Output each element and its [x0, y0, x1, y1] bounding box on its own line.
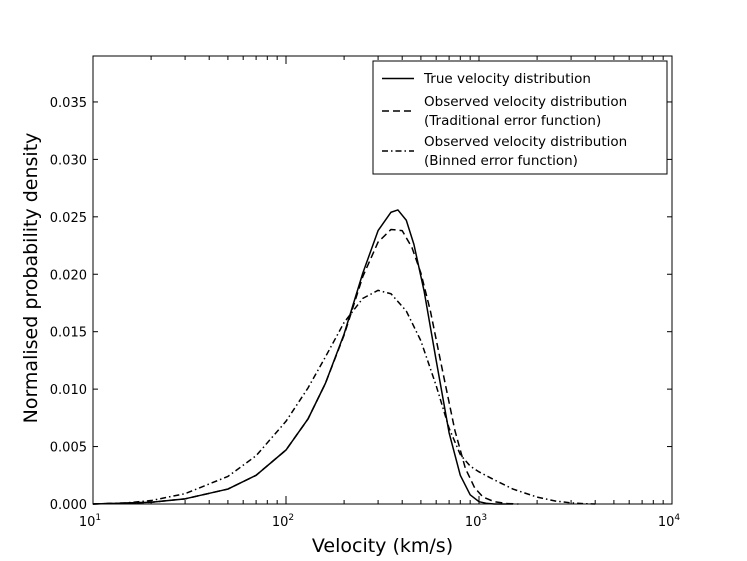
x-tick-label: 103 — [465, 513, 487, 530]
axes-frame — [92, 55, 673, 505]
x-tick-base: 10 — [272, 515, 289, 530]
legend: True velocity distribution Observed veloc… — [372, 60, 668, 175]
x-tick-exponent: 3 — [481, 513, 487, 523]
y-tick-label: 0.015 — [50, 326, 87, 341]
series-line-3 — [92, 289, 596, 505]
x-axis-label: Velocity (km/s) — [312, 535, 453, 557]
series-layer — [92, 209, 596, 505]
y-tick-label: 0.005 — [50, 441, 87, 456]
x-tick-base: 10 — [465, 515, 482, 530]
y-tick-label: 0.035 — [50, 96, 87, 111]
x-tick-label: 101 — [79, 513, 101, 530]
legend-label: (Binned error function) — [424, 153, 578, 169]
legend-label: Observed velocity distribution — [424, 94, 627, 110]
y-tick-label: 0.020 — [50, 268, 87, 283]
x-tick-base: 10 — [658, 515, 675, 530]
legend-label: (Traditional error function) — [424, 113, 601, 129]
y-tick-label: 0.025 — [50, 211, 87, 226]
x-tick-exponent: 4 — [674, 513, 680, 523]
series-line-2 — [92, 228, 519, 505]
x-tick-base: 10 — [79, 515, 96, 530]
y-axis-label: Normalised probability density — [20, 133, 42, 424]
y-tick-label: 0.010 — [50, 383, 87, 398]
legend-label: Observed velocity distribution — [424, 134, 627, 150]
plot-area — [92, 55, 673, 505]
legend-box — [372, 60, 668, 175]
x-tick-label: 104 — [658, 513, 681, 530]
legend-label: True velocity distribution — [423, 71, 591, 87]
y-tick-label: 0.030 — [50, 153, 87, 168]
y-tick-label: 0.000 — [50, 498, 87, 513]
series-line-1 — [92, 209, 513, 505]
tick-labels: 0.000 0.005 0.010 0.015 0.020 0.025 0.030 0.035… — [50, 96, 681, 530]
x-tick-exponent: 1 — [95, 513, 101, 523]
x-tick-exponent: 2 — [288, 513, 294, 523]
x-tick-label: 102 — [272, 513, 294, 530]
